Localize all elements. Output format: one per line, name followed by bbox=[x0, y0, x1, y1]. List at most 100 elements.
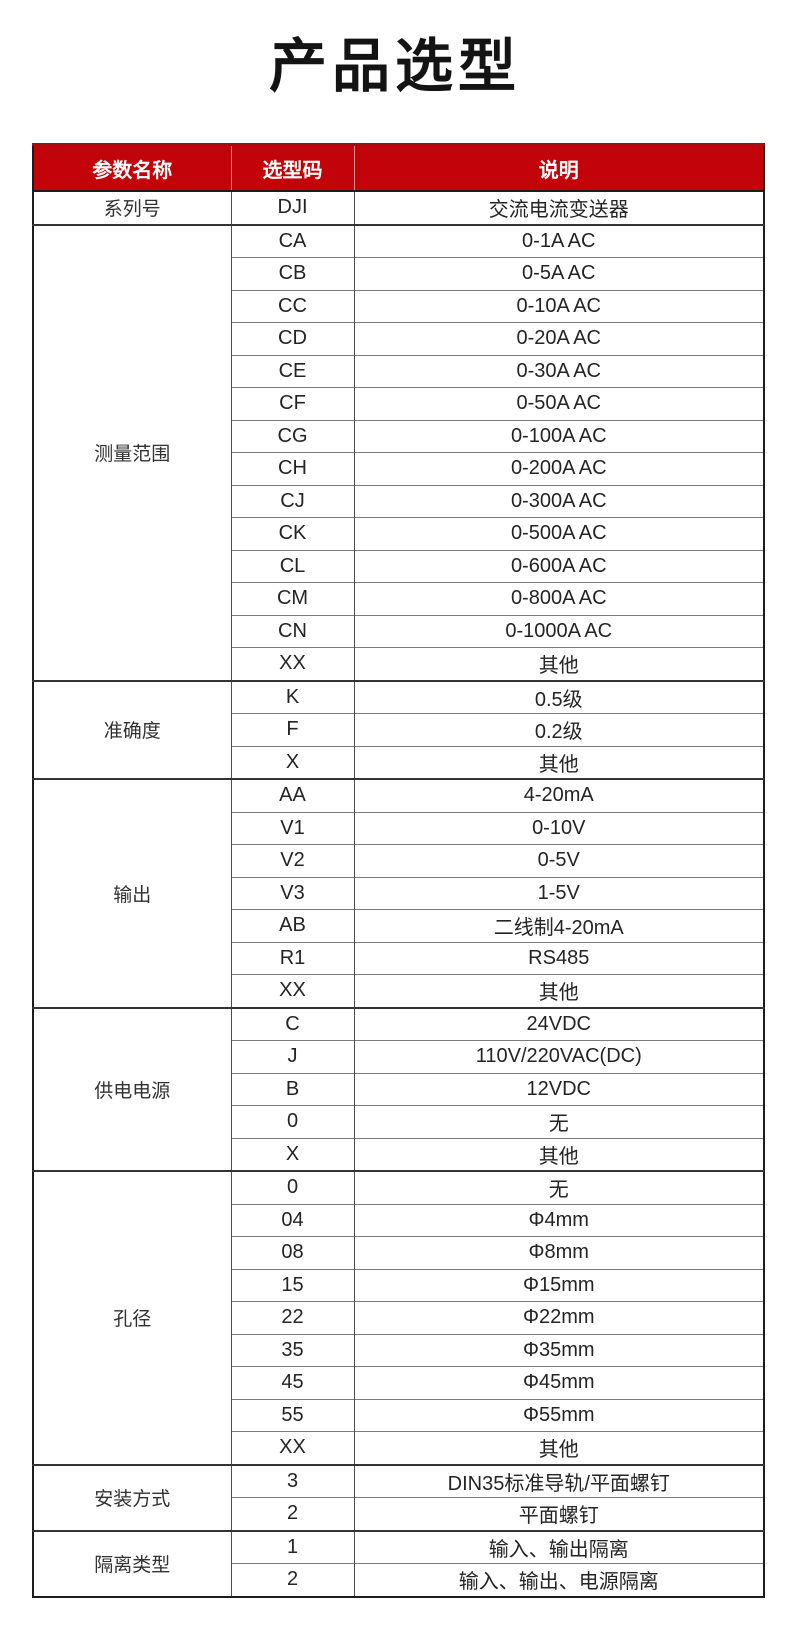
description-cell: Φ35mm bbox=[354, 1333, 764, 1367]
table-row: 隔离类型 1 输入、输出隔离 bbox=[33, 1529, 764, 1597]
code-cell: AA bbox=[231, 778, 355, 812]
param-name-cell: 系列号 bbox=[33, 190, 232, 225]
table-row: CE 0-30A AC bbox=[33, 354, 764, 388]
description-cell: Φ4mm bbox=[354, 1203, 764, 1237]
code-cell: 2 bbox=[231, 1497, 355, 1531]
code-cell: CK bbox=[231, 517, 355, 550]
description-cell: 其他 bbox=[354, 745, 764, 779]
table-row: 输出 AA 4-20mA bbox=[33, 778, 764, 1008]
description-cell: RS485 bbox=[354, 941, 764, 975]
description-cell: 其他 bbox=[354, 974, 764, 1008]
code-cell: 15 bbox=[231, 1268, 355, 1302]
code-cell: 55 bbox=[231, 1398, 355, 1432]
col-header-selection-code: 选型码 bbox=[230, 143, 354, 192]
description-cell: 无 bbox=[354, 1105, 764, 1138]
table-row: XX 其他 bbox=[33, 1431, 764, 1465]
description-cell: 其他 bbox=[354, 647, 764, 681]
code-cell: B bbox=[231, 1072, 355, 1106]
code-cell: R1 bbox=[231, 941, 355, 975]
code-cell: X bbox=[231, 745, 355, 779]
description-cell: Φ55mm bbox=[354, 1398, 764, 1432]
description-cell: Φ45mm bbox=[354, 1366, 764, 1399]
code-cell: 3 bbox=[231, 1463, 355, 1498]
table-row: CD 0-20A AC bbox=[33, 322, 764, 355]
table-row: X 其他 bbox=[33, 1137, 764, 1171]
table-row: 孔径 0 无 bbox=[33, 1170, 764, 1465]
code-cell: J bbox=[231, 1040, 355, 1073]
code-cell: V1 bbox=[231, 811, 355, 845]
code-cell: 1 bbox=[231, 1529, 355, 1564]
table-row: 安装方式 3 DIN35标准导轨/平面螺钉 bbox=[33, 1463, 764, 1531]
description-cell: 0-10A AC bbox=[354, 289, 764, 323]
code-cell: 2 bbox=[231, 1563, 355, 1597]
table-row: 35 Φ35mm bbox=[33, 1333, 764, 1367]
param-name-cell: 输出 bbox=[33, 778, 232, 1008]
description-cell: 0-5A AC bbox=[354, 257, 764, 290]
description-cell: 0-50A AC bbox=[354, 387, 764, 420]
table-row: B 12VDC bbox=[33, 1072, 764, 1106]
code-cell: V2 bbox=[231, 844, 355, 877]
table-row: XX 其他 bbox=[33, 647, 764, 681]
description-cell: 0-30A AC bbox=[354, 354, 764, 388]
table-row: 55 Φ55mm bbox=[33, 1398, 764, 1432]
description-cell: 无 bbox=[354, 1170, 764, 1204]
description-cell: 12VDC bbox=[354, 1072, 764, 1106]
code-cell: CD bbox=[231, 322, 355, 355]
table-row: J 110V/220VAC(DC) bbox=[33, 1040, 764, 1073]
code-cell: CF bbox=[231, 387, 355, 420]
table-row: CF 0-50A AC bbox=[33, 387, 764, 420]
description-cell: 0-10V bbox=[354, 811, 764, 845]
code-cell: F bbox=[231, 713, 355, 746]
table-row: 供电电源 C 24VDC bbox=[33, 1006, 764, 1171]
description-cell: 平面螺钉 bbox=[354, 1497, 764, 1531]
code-cell: 0 bbox=[231, 1170, 355, 1204]
col-header-description: 说明 bbox=[353, 143, 764, 192]
product-selection-table: 参数名称 选型码 说明 系列号 DJI 交流电流变送器 测量范围 CA 0-1A AC CB… bbox=[32, 143, 765, 1598]
code-cell: 0 bbox=[231, 1105, 355, 1138]
description-cell: 输入、输出隔离 bbox=[354, 1529, 764, 1564]
description-cell: 0.5级 bbox=[354, 679, 764, 714]
table-row: V3 1-5V bbox=[33, 876, 764, 910]
col-header-parameter-name: 参数名称 bbox=[33, 143, 231, 192]
table-row: CB 0-5A AC bbox=[33, 257, 764, 290]
param-name-cell: 供电电源 bbox=[33, 1006, 232, 1171]
table-row: X 其他 bbox=[33, 745, 764, 779]
description-cell: 0-1A AC bbox=[354, 223, 764, 258]
description-cell: 0-20A AC bbox=[354, 322, 764, 355]
code-cell: CE bbox=[231, 354, 355, 388]
table-row: 系列号 DJI 交流电流变送器 bbox=[33, 190, 764, 225]
description-cell: 0-500A AC bbox=[354, 517, 764, 550]
description-cell: 其他 bbox=[354, 1137, 764, 1171]
selection-table-body: 系列号 DJI 交流电流变送器 测量范围 CA 0-1A AC CB 0-5A AC CC 0-1… bbox=[33, 190, 764, 1597]
description-cell: 0-100A AC bbox=[354, 419, 764, 453]
table-row: 2 平面螺钉 bbox=[33, 1497, 764, 1531]
table-row: V1 0-10V bbox=[33, 811, 764, 845]
code-cell: CA bbox=[231, 223, 355, 258]
table-row: CG 0-100A AC bbox=[33, 419, 764, 453]
code-cell: V3 bbox=[231, 876, 355, 910]
code-cell: CJ bbox=[231, 484, 355, 518]
table-row: 准确度 K 0.5级 bbox=[33, 679, 764, 779]
table-header-row: 参数名称 选型码 说明 bbox=[33, 143, 764, 192]
code-cell: XX bbox=[231, 647, 355, 681]
table-row: CL 0-600A AC bbox=[33, 549, 764, 583]
code-cell: 22 bbox=[231, 1301, 355, 1334]
description-cell: 二线制4-20mA bbox=[354, 909, 764, 942]
table-header: 参数名称 选型码 说明 bbox=[33, 143, 764, 192]
description-cell: DIN35标准导轨/平面螺钉 bbox=[354, 1463, 764, 1498]
table-row: 08 Φ8mm bbox=[33, 1236, 764, 1269]
code-cell: CC bbox=[231, 289, 355, 323]
table-row: V2 0-5V bbox=[33, 844, 764, 877]
table-row: 15 Φ15mm bbox=[33, 1268, 764, 1302]
table-row: 22 Φ22mm bbox=[33, 1301, 764, 1334]
description-cell: 输入、输出、电源隔离 bbox=[354, 1563, 764, 1597]
description-cell: 0-800A AC bbox=[354, 582, 764, 615]
description-cell: 0-300A AC bbox=[354, 484, 764, 518]
code-cell: XX bbox=[231, 1431, 355, 1465]
table-row: CM 0-800A AC bbox=[33, 582, 764, 615]
table-row: F 0.2级 bbox=[33, 713, 764, 746]
table-row: 04 Φ4mm bbox=[33, 1203, 764, 1237]
param-name-cell: 准确度 bbox=[33, 679, 232, 779]
